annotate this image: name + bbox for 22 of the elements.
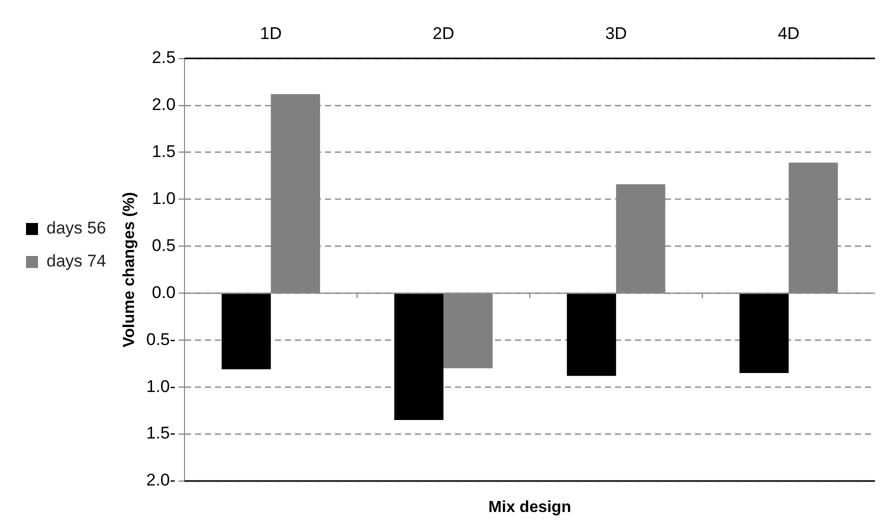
y-tick-label: 2.0 xyxy=(152,95,176,114)
bar xyxy=(222,294,271,370)
y-tick-label: 2.5 xyxy=(152,48,176,68)
y-tick-label: 1.0 xyxy=(152,188,176,208)
x-tick-label: 1D xyxy=(260,24,282,43)
y-tick-label: 1.5 xyxy=(152,142,176,161)
y-tick-label: 1.0- xyxy=(146,376,176,396)
y-tick-label: 0.5- xyxy=(146,330,176,349)
bar xyxy=(566,294,616,376)
x-axis-title: Mix design xyxy=(488,499,572,516)
y-axis-title: Volume changes (%) xyxy=(121,192,138,348)
bar xyxy=(739,294,789,373)
y-tick-label: 0.0 xyxy=(152,282,176,302)
y-tick-label: 2.0- xyxy=(146,470,176,490)
y-tick-label: 1.5- xyxy=(146,424,176,443)
x-tick-label: 4D xyxy=(778,24,800,43)
x-tick-label: 3D xyxy=(605,24,627,43)
legend-label: days 56 xyxy=(46,218,106,238)
x-tick-label: 2D xyxy=(432,24,454,43)
y-tick-label: 0.5 xyxy=(152,236,176,255)
bar xyxy=(394,294,444,420)
legend-label: days 74 xyxy=(46,252,106,271)
